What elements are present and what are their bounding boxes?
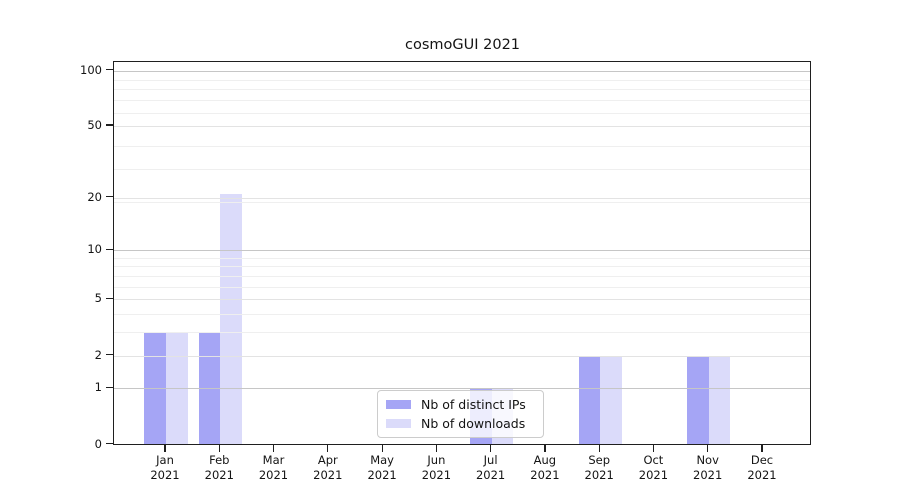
x-tick-label-apr: Apr 2021 [313,453,343,482]
y-tick-mark-50 [106,124,113,126]
bar-feb-downloads [220,194,242,445]
legend-swatch-distinct-ips [386,399,411,410]
chart-title: cosmoGUI 2021 [404,37,521,53]
y-tick-mark-10 [106,248,113,250]
bar-jan-downloads [166,332,188,445]
legend-label-distinct-ips: Nb of distinct IPs [421,397,526,412]
x-tick-label-mar: Mar 2021 [258,453,289,482]
gridline-10 [114,250,810,252]
legend: Nb of distinct IPs Nb of downloads [377,390,544,438]
y-tick-mark-2 [106,353,113,356]
x-tick-label-may: May 2021 [367,453,397,482]
minor-gridline [114,257,810,259]
x-tick-mark-apr [327,445,329,452]
x-tick-label-feb: Feb 2021 [204,453,234,482]
legend-label-downloads: Nb of downloads [421,416,526,431]
gridlines-layer [114,62,810,444]
bar-sep-distinct-ips [578,355,601,445]
legend-swatch-downloads [386,418,411,429]
gridline-2 [114,355,810,357]
gridline-20 [114,197,810,199]
x-tick-mark-oct [652,445,655,452]
bar-jan-distinct-ips [144,332,166,445]
x-tick-mark-aug [544,445,546,452]
x-tick-mark-dec [761,445,763,452]
bar-nov-distinct-ips [687,355,709,445]
gridline-50 [114,125,810,127]
y-tick-label-0: 0 [94,436,102,451]
x-tick-label-jun: Jun 2021 [421,453,452,482]
minor-gridline [114,201,810,203]
legend-item-distinct-ips: Nb of distinct IPs [386,397,535,412]
minor-gridline [114,145,810,147]
bar-sep-downloads [600,355,622,445]
x-tick-mark-mar [272,445,275,452]
minor-gridline [114,79,810,81]
x-tick-mark-jul [490,445,492,452]
y-tick-mark-0 [106,442,113,445]
gridline-5 [114,299,810,301]
x-tick-mark-feb [218,445,220,452]
minor-gridline [114,276,810,277]
y-tick-label-50: 50 [87,117,102,132]
minor-gridline [114,266,810,268]
x-tick-mark-jan [164,445,166,452]
y-tick-label-2: 2 [94,347,102,362]
y-tick-label-10: 10 [87,242,102,257]
x-tick-label-nov: Nov 2021 [693,453,723,482]
x-tick-label-sep: Sep 2021 [584,453,614,482]
gridline-1 [114,388,810,390]
minor-gridline [114,89,810,91]
minor-gridline [114,332,810,334]
y-tick-label-20: 20 [87,189,102,204]
x-tick-mark-may [381,445,383,452]
y-tick-mark-20 [106,196,113,198]
minor-gridline [114,314,810,316]
x-tick-label-oct: Oct 2021 [638,453,669,482]
bar-nov-downloads [708,355,731,445]
legend-item-downloads: Nb of downloads [386,416,535,431]
y-tick-mark-5 [106,297,113,299]
x-tick-label-jan: Jan 2021 [150,453,180,482]
gridline-100 [114,70,810,72]
y-tick-label-5: 5 [94,291,102,306]
minor-gridline [114,168,810,170]
minor-gridline [114,286,810,288]
x-tick-label-aug: Aug 2021 [530,453,560,482]
x-tick-mark-nov [707,445,709,452]
y-tick-label-100: 100 [80,62,102,77]
y-tick-mark-100 [106,68,113,71]
bar-feb-distinct-ips [198,332,221,445]
minor-gridline [114,112,810,114]
plot-area [113,61,811,445]
x-tick-mark-jun [435,445,438,452]
y-tick-label-1: 1 [94,380,102,395]
x-tick-label-jul: Jul 2021 [475,453,506,482]
y-tick-mark-1 [106,386,113,388]
minor-gridline [114,100,810,102]
x-tick-mark-sep [598,445,600,452]
x-tick-label-dec: Dec 2021 [747,453,777,482]
